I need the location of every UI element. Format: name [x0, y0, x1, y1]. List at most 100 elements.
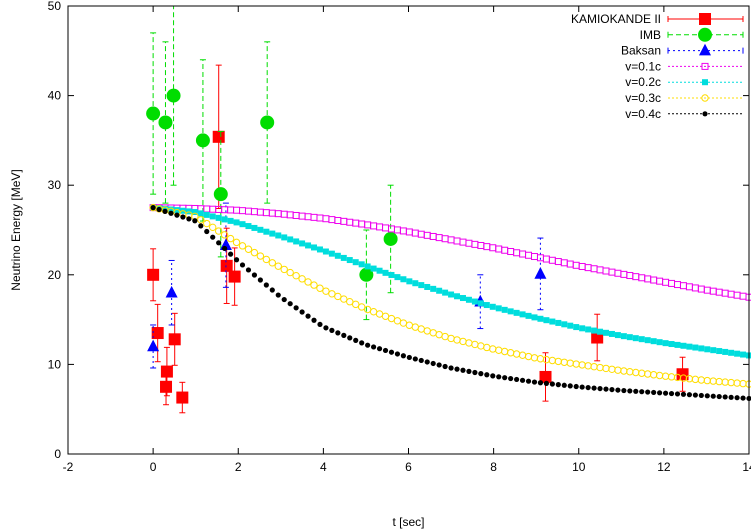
curve-point: [328, 250, 335, 257]
curve-point: [299, 309, 305, 315]
curve-point: [567, 383, 573, 389]
curve-point: [162, 208, 168, 214]
x-tick-label: 12: [657, 460, 671, 474]
curve-point: [203, 219, 211, 228]
data-point: [359, 267, 374, 282]
curve-point: [244, 245, 253, 253]
curve-point: [573, 383, 579, 390]
curve-point: [537, 315, 544, 322]
curve-point: [692, 392, 698, 398]
curve-point: [329, 327, 335, 333]
curve-point: [227, 251, 234, 257]
curve-point: [316, 284, 324, 292]
data-point: [160, 380, 173, 393]
x-tick-label: 14: [742, 460, 751, 474]
data-point: [213, 187, 228, 202]
curve-point: [448, 291, 455, 298]
curve-point: [216, 240, 222, 246]
x-tick-label: 8: [490, 460, 497, 474]
curve-point: [382, 347, 389, 354]
curve-point: [549, 381, 555, 387]
legend-marker: [701, 94, 709, 102]
curve-point: [376, 346, 383, 352]
curve-point: [280, 265, 288, 274]
curve-point: [495, 305, 502, 312]
curve-point: [579, 384, 585, 390]
x-tick-label: 10: [572, 460, 586, 474]
curve-point: [704, 346, 711, 353]
x-tick-label: 4: [320, 460, 327, 474]
curve-point: [662, 340, 669, 347]
curve-point: [227, 217, 234, 224]
curve-point: [311, 244, 318, 251]
curve-point: [352, 300, 360, 309]
curve-point: [656, 339, 663, 346]
curve-point: [614, 332, 621, 339]
curve-point: [465, 296, 472, 303]
curve-point: [268, 259, 276, 267]
curve-point: [579, 325, 586, 332]
series-v-0-3c: [149, 203, 751, 388]
data-point: [166, 88, 181, 103]
legend-marker: [701, 62, 709, 70]
curve-point: [567, 322, 574, 329]
y-axis-label: Neutrino Energy [MeV]: [9, 169, 23, 290]
curve-point: [286, 268, 294, 277]
curve-point: [226, 234, 235, 243]
data-point: [151, 327, 164, 340]
curve-point: [292, 271, 300, 280]
curve-point: [220, 231, 229, 239]
curve-point: [334, 292, 342, 301]
curve-point: [692, 344, 699, 351]
curve-point: [186, 216, 192, 222]
curve-point: [513, 309, 520, 316]
curve-point: [525, 378, 532, 384]
curve-point: [317, 321, 323, 328]
curve-point: [298, 275, 306, 283]
curve-point: [174, 212, 180, 218]
curve-point: [585, 384, 591, 391]
y-tick-label: 40: [48, 89, 62, 103]
curve-point: [734, 350, 741, 357]
data-point: [676, 368, 689, 381]
x-tick-label: 6: [405, 460, 412, 474]
curve-point: [728, 349, 735, 356]
curve-point: [698, 345, 705, 352]
data-point: [147, 268, 160, 281]
curve-point: [609, 386, 615, 393]
curve-point: [353, 337, 359, 343]
x-axis-label: t [sec]: [392, 515, 424, 529]
curve-point: [305, 313, 311, 319]
curve-point: [388, 349, 395, 355]
curve-point: [466, 368, 472, 374]
curve-point: [674, 341, 681, 348]
curve-point: [501, 306, 508, 313]
curve-point: [239, 221, 246, 228]
data-point: [176, 391, 189, 404]
curve-point: [555, 319, 562, 326]
data-point: [158, 115, 173, 130]
curve-point: [484, 372, 490, 378]
y-tick-label: 50: [48, 0, 62, 13]
curve-point: [191, 208, 198, 215]
legend-marker: [702, 79, 708, 86]
curve-point: [740, 395, 746, 401]
curve-point: [555, 382, 561, 388]
curve-point: [209, 213, 216, 220]
curve-point: [328, 290, 336, 298]
curve-point: [340, 254, 347, 261]
curve-point: [293, 238, 300, 245]
curve-point: [238, 242, 247, 250]
curve-point: [245, 267, 252, 273]
curve-point: [602, 329, 609, 336]
curve-point: [496, 374, 502, 380]
legend-label: v=0.3c: [625, 91, 661, 105]
curve-point: [168, 210, 174, 216]
curve-point: [316, 246, 323, 253]
curve-point: [459, 295, 466, 302]
curve-point: [406, 354, 412, 361]
curve-point: [388, 271, 395, 278]
